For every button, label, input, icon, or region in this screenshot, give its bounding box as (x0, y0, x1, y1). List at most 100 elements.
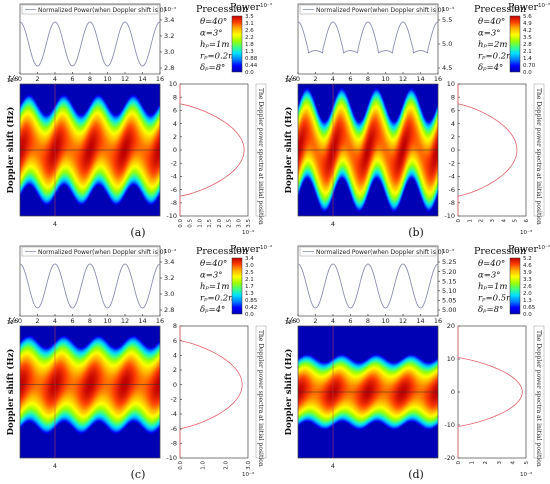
colorbar-tick-label: 0.0 (523, 70, 532, 76)
doppler-tick-label: -6 (171, 425, 177, 433)
doppler-tick-label: 0 (173, 146, 177, 154)
spectrum-exponent: 10⁻³ (520, 229, 532, 236)
colorbar-tick-label: 4.6 (523, 263, 532, 269)
spectrum-legend-box (255, 83, 267, 217)
colorbar (231, 257, 243, 315)
doppler-tick-label: 2 (173, 133, 177, 141)
colorbar-tick-label: 0.65 (523, 305, 536, 311)
legend-box (21, 246, 159, 257)
power-tick-label: 5.5 (442, 16, 452, 24)
colorbar (509, 257, 521, 315)
param-2: hₚ=1m (478, 282, 507, 292)
power-exponent: 10⁻³ (442, 6, 454, 13)
spectrum-tick-label: 3 (490, 219, 496, 223)
power-plot-frame (19, 245, 161, 317)
power-tick-label: 5.15 (442, 277, 456, 285)
spectrum-frame (457, 83, 527, 217)
power-curve (297, 263, 439, 309)
colorbar-tick-label: 2.6 (523, 284, 532, 290)
spectrum-exponent: 10⁻³ (520, 471, 532, 478)
param-3: rₚ=0.2m (200, 52, 236, 62)
spectrum-tick-label: 1 (470, 461, 476, 465)
colorbar-tick-label: 0.88 (245, 56, 258, 62)
doppler-tick-label: 4 (451, 120, 455, 128)
spectrum-tick-label: 2.0 (217, 219, 223, 228)
doppler-tick-label: 8 (173, 322, 177, 330)
x-tick-label: 16 (434, 75, 442, 83)
colorbar-tick-label: 1.3 (245, 291, 254, 297)
x-tick-label: 4 (331, 317, 335, 325)
colorbar-tick-label: 2.2 (245, 35, 254, 41)
spectrum-legend-text: The Doppler power spectra at initial pos… (535, 330, 542, 467)
colorbar-tick-label: 0.70 (523, 63, 536, 69)
colorbar-tick-label: 2.1 (245, 277, 254, 283)
colorbar (509, 15, 521, 73)
doppler-tick-label: 10 (169, 80, 177, 88)
doppler-tick-label: 2 (173, 366, 177, 374)
doppler-tick-label: -10 (166, 454, 177, 462)
legend-box (299, 4, 437, 15)
legend-box (299, 246, 437, 257)
colorbar-tick-label: 2.8 (523, 42, 532, 48)
spectrum-frame (179, 325, 249, 459)
doppler-tick-label: -4 (171, 410, 177, 418)
ylabel-exponent: 10⁵ (7, 319, 16, 326)
doppler-tick-label: -2 (171, 159, 177, 167)
param-3: rₚ=0.5m (478, 294, 514, 304)
power-tick-label: 5.25 (442, 258, 456, 266)
param-3: rₚ=0.2m (200, 294, 236, 304)
y-axis-label: Doppler shift (Hz) (283, 349, 294, 436)
spectrum-curve (179, 84, 245, 216)
spectrum-legend-box (533, 325, 545, 459)
x-tick-label: 10 (381, 317, 389, 325)
x-tick-label: 16 (156, 317, 164, 325)
colorbar-tick-label: 0.0 (523, 312, 532, 318)
ylabel-exponent: 10⁵ (285, 319, 294, 326)
x-axis-label: t/s (286, 74, 297, 84)
spectrum-tick-label: 3.5 (246, 219, 252, 228)
spectrum-tick-label: 0.5 (188, 219, 194, 228)
power-tick-label: 5.0 (442, 40, 452, 48)
spectrum-tick-label: 6 (524, 219, 530, 223)
x-tick-label: 12 (121, 317, 129, 325)
spectrum-tick-label: 4 (501, 219, 507, 223)
colorbar-tick-label: 5.6 (523, 14, 532, 20)
x-tick-label: 6 (348, 317, 352, 325)
param-0: θ=40° (200, 259, 227, 269)
panel-1: Normalized Power(when Doppler shift is 0… (283, 2, 550, 239)
power-curve (297, 21, 439, 54)
heatmap-frame (19, 325, 161, 459)
power-tick-label: 2.8 (164, 64, 174, 72)
panel-3: Normalized Power(when Doppler shift is 0… (283, 244, 550, 481)
x-tick-label: 8 (88, 317, 92, 325)
params-title: Precession (474, 246, 526, 257)
x-tick-label: 2 (313, 317, 317, 325)
spectrum-tick-label: 3.0 (236, 219, 242, 228)
param-4: δₚ=8° (478, 305, 503, 315)
colorbar-tick-label: 3.9 (523, 270, 532, 276)
spectrum-tick-label: 1.0 (201, 461, 207, 470)
doppler-tick-label: 0 (451, 388, 455, 396)
colorbar-title: Power (230, 2, 260, 13)
legend-text: Normalized Power(when Doppler shift is 0… (316, 7, 444, 14)
x-tick-label: 8 (88, 75, 92, 83)
x-tick-label: 10 (103, 75, 111, 83)
colorbar-tick-label: 4.2 (523, 28, 532, 34)
power-plot-frame (297, 3, 439, 75)
x-tick-label: 6 (70, 317, 74, 325)
doppler-tick-label: 20 (447, 322, 455, 330)
param-2: hₚ=1m (200, 40, 229, 50)
colorbar-tick-label: 0.0 (245, 70, 254, 76)
ylabel-exponent: 10⁵ (7, 77, 16, 84)
doppler-tick-label: -6 (449, 186, 455, 194)
colorbar-tick-label: 3.4 (245, 256, 254, 262)
spectrum-tick-label: 2 (479, 219, 485, 223)
colorbar-tick-label: 1.8 (245, 42, 254, 48)
power-exponent: 10⁻³ (164, 248, 176, 255)
param-1: α=3° (478, 29, 501, 39)
doppler-tick-label: 10 (447, 80, 455, 88)
colorbar-tick-label: 2.1 (523, 49, 532, 55)
colorbar-title: Power (230, 244, 260, 255)
panel-2: Normalized Power(when Doppler shift is 0… (5, 244, 272, 481)
power-tick-label: 5.00 (442, 306, 456, 314)
